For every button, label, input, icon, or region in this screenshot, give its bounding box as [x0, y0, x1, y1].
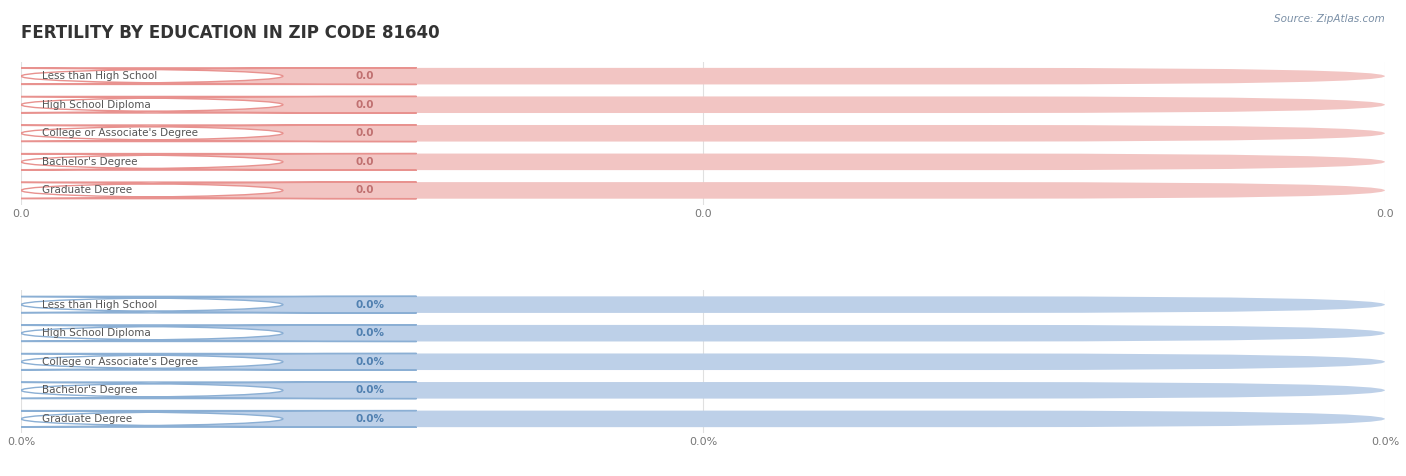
FancyBboxPatch shape [0, 411, 416, 427]
FancyBboxPatch shape [21, 182, 1385, 198]
FancyBboxPatch shape [0, 297, 416, 313]
Text: 0.0: 0.0 [356, 99, 374, 110]
Text: 0.0%: 0.0% [356, 299, 384, 310]
Text: Less than High School: Less than High School [42, 71, 157, 81]
FancyBboxPatch shape [0, 354, 416, 370]
Text: 0.0: 0.0 [356, 185, 374, 196]
FancyBboxPatch shape [0, 182, 416, 198]
FancyBboxPatch shape [21, 68, 1385, 84]
Text: 0.0%: 0.0% [356, 357, 384, 367]
FancyBboxPatch shape [0, 382, 416, 398]
Text: Bachelor's Degree: Bachelor's Degree [42, 157, 136, 167]
FancyBboxPatch shape [21, 325, 1385, 341]
FancyBboxPatch shape [21, 154, 1385, 170]
FancyBboxPatch shape [21, 125, 1385, 141]
FancyBboxPatch shape [0, 125, 416, 141]
Text: Graduate Degree: Graduate Degree [42, 414, 132, 424]
Text: College or Associate's Degree: College or Associate's Degree [42, 128, 198, 139]
FancyBboxPatch shape [21, 354, 1385, 370]
Text: Source: ZipAtlas.com: Source: ZipAtlas.com [1274, 14, 1385, 24]
Text: 0.0%: 0.0% [356, 328, 384, 338]
Text: 0.0: 0.0 [356, 128, 374, 139]
FancyBboxPatch shape [0, 154, 416, 170]
FancyBboxPatch shape [21, 297, 1385, 313]
Text: 0.0%: 0.0% [356, 414, 384, 424]
FancyBboxPatch shape [21, 97, 1385, 113]
Text: College or Associate's Degree: College or Associate's Degree [42, 357, 198, 367]
FancyBboxPatch shape [0, 97, 416, 113]
FancyBboxPatch shape [21, 382, 1385, 398]
FancyBboxPatch shape [21, 411, 1385, 427]
Text: FERTILITY BY EDUCATION IN ZIP CODE 81640: FERTILITY BY EDUCATION IN ZIP CODE 81640 [21, 24, 440, 42]
Text: Bachelor's Degree: Bachelor's Degree [42, 385, 136, 396]
Text: High School Diploma: High School Diploma [42, 328, 150, 338]
Text: 0.0: 0.0 [356, 71, 374, 81]
Text: 0.0: 0.0 [356, 157, 374, 167]
Text: Graduate Degree: Graduate Degree [42, 185, 132, 196]
FancyBboxPatch shape [0, 68, 416, 84]
FancyBboxPatch shape [0, 325, 416, 341]
Text: 0.0%: 0.0% [356, 385, 384, 396]
Text: Less than High School: Less than High School [42, 299, 157, 310]
Text: High School Diploma: High School Diploma [42, 99, 150, 110]
